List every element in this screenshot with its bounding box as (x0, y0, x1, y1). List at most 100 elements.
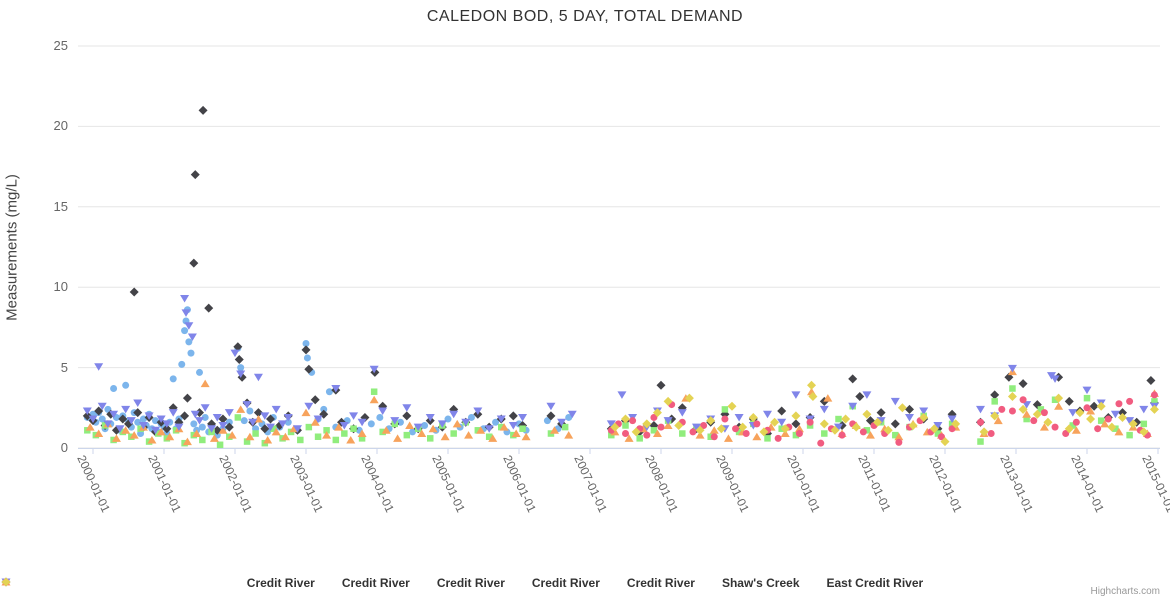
data-point[interactable] (830, 425, 840, 435)
data-point[interactable] (243, 438, 251, 445)
data-point[interactable] (253, 408, 263, 418)
data-point[interactable] (508, 421, 518, 430)
data-point[interactable] (367, 420, 375, 428)
data-point[interactable] (450, 430, 457, 437)
data-point[interactable] (1151, 398, 1158, 405)
data-point[interactable] (1007, 392, 1017, 402)
data-point[interactable] (663, 396, 673, 406)
data-point[interactable] (334, 423, 344, 431)
data-point[interactable] (951, 419, 961, 429)
data-point[interactable] (732, 425, 740, 433)
legend-item-2[interactable]: Credit River (2, 576, 505, 590)
data-point[interactable] (1054, 402, 1064, 410)
data-point[interactable] (933, 421, 943, 430)
data-point[interactable] (521, 432, 531, 441)
data-point[interactable] (976, 405, 985, 414)
data-point[interactable] (178, 360, 186, 368)
data-point[interactable] (358, 435, 366, 442)
data-point[interactable] (947, 415, 957, 424)
data-point[interactable] (129, 431, 139, 439)
data-point[interactable] (402, 411, 412, 421)
data-point[interactable] (271, 427, 281, 436)
data-point[interactable] (379, 428, 386, 436)
data-point[interactable] (133, 408, 143, 418)
data-point[interactable] (1039, 423, 1049, 431)
data-point[interactable] (225, 418, 233, 426)
data-point[interactable] (121, 405, 131, 414)
data-point[interactable] (147, 435, 157, 444)
data-point[interactable] (1075, 408, 1085, 418)
data-point[interactable] (428, 424, 438, 433)
data-point[interactable] (518, 413, 528, 422)
data-point[interactable] (209, 434, 219, 442)
data-point[interactable] (390, 417, 400, 425)
data-point[interactable] (564, 431, 574, 439)
data-point[interactable] (190, 410, 200, 419)
data-point[interactable] (890, 397, 900, 406)
data-point[interactable] (246, 407, 254, 415)
data-point[interactable] (777, 418, 787, 427)
data-point[interactable] (320, 405, 328, 413)
data-point[interactable] (695, 431, 705, 439)
data-point[interactable] (1094, 425, 1102, 433)
data-point[interactable] (859, 428, 867, 436)
data-point[interactable] (1118, 408, 1127, 418)
data-point[interactable] (865, 431, 875, 439)
data-point[interactable] (207, 425, 217, 433)
data-point[interactable] (236, 405, 246, 413)
data-point[interactable] (1100, 419, 1110, 428)
data-point[interactable] (919, 407, 929, 416)
data-point[interactable] (111, 434, 121, 442)
data-point[interactable] (862, 391, 872, 399)
legend-item-6[interactable]: East Credit River (1, 576, 923, 590)
data-point[interactable] (876, 417, 886, 425)
data-point[interactable] (511, 429, 521, 438)
data-point[interactable] (417, 429, 427, 438)
data-point[interactable] (848, 374, 858, 384)
data-point[interactable] (115, 425, 125, 433)
data-point[interactable] (855, 392, 865, 402)
data-point[interactable] (248, 418, 258, 427)
data-point[interactable] (218, 421, 228, 430)
data-point[interactable] (381, 426, 391, 434)
data-point[interactable] (908, 420, 918, 430)
data-point[interactable] (196, 368, 203, 376)
data-point[interactable] (1007, 364, 1017, 373)
data-point[interactable] (550, 426, 559, 434)
data-point[interactable] (126, 417, 136, 425)
data-point[interactable] (1096, 401, 1106, 411)
data-point[interactable] (624, 434, 634, 442)
data-point[interactable] (663, 421, 673, 429)
data-point[interactable] (841, 414, 851, 424)
data-point[interactable] (892, 431, 899, 439)
data-point[interactable] (253, 415, 263, 423)
data-point[interactable] (189, 258, 199, 268)
data-point[interactable] (357, 429, 367, 438)
data-point[interactable] (449, 410, 459, 419)
data-point[interactable] (200, 379, 210, 388)
data-point[interactable] (807, 380, 817, 390)
data-point[interactable] (1062, 430, 1070, 438)
data-point[interactable] (622, 422, 629, 429)
data-point[interactable] (174, 423, 184, 432)
data-point[interactable] (1050, 375, 1060, 383)
data-point[interactable] (834, 423, 843, 432)
data-point[interactable] (990, 411, 1000, 421)
data-point[interactable] (402, 404, 412, 412)
data-point[interactable] (474, 427, 482, 434)
data-point[interactable] (393, 434, 403, 442)
data-point[interactable] (263, 435, 273, 444)
data-point[interactable] (1051, 396, 1059, 404)
data-point[interactable] (707, 433, 714, 440)
data-point[interactable] (742, 430, 750, 438)
data-point[interactable] (1064, 424, 1074, 434)
data-point[interactable] (721, 415, 729, 423)
data-point[interactable] (689, 428, 697, 436)
data-point[interactable] (848, 402, 858, 411)
data-point[interactable] (1112, 425, 1119, 432)
data-point[interactable] (977, 438, 984, 445)
legend-item-1[interactable]: Credit River (1, 576, 410, 590)
data-point[interactable] (1009, 385, 1016, 392)
data-point[interactable] (195, 417, 204, 425)
data-point[interactable] (85, 423, 95, 431)
